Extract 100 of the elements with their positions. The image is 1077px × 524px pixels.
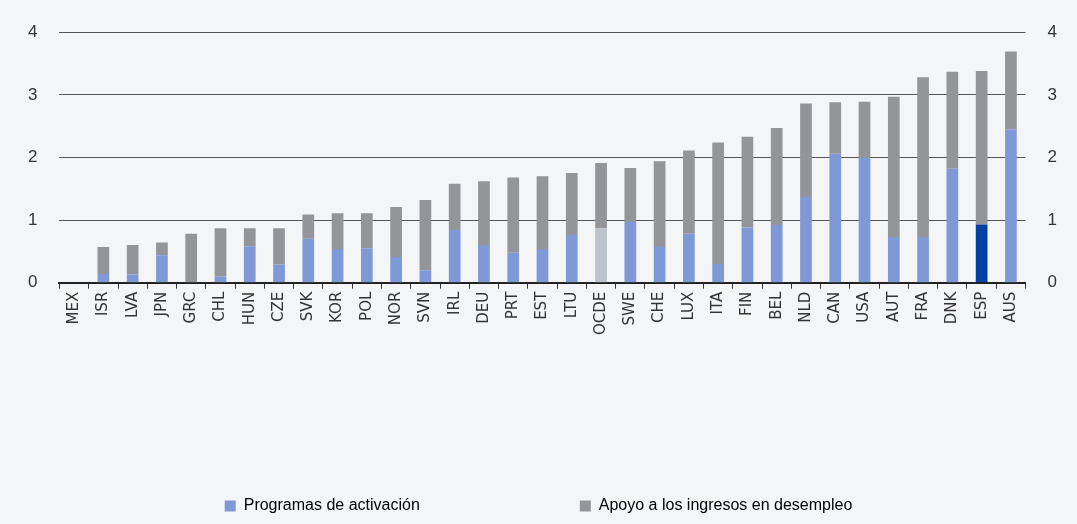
bar: [97, 273, 110, 283]
x-tick-label: POL: [356, 291, 375, 321]
y-tick-label: 0: [27, 272, 38, 292]
bar: [390, 257, 402, 283]
bar: [829, 102, 842, 154]
bar: [214, 276, 227, 283]
bar: [126, 245, 139, 275]
legend-label: Programas de activación: [243, 496, 420, 514]
bar: [97, 247, 110, 274]
x-tick-label: CAN: [825, 291, 844, 324]
x-tick-label: JPN: [151, 291, 170, 318]
x-tick-label: HUN: [239, 291, 258, 326]
bar: [360, 213, 373, 249]
y-tick-label: 1: [27, 209, 38, 229]
bar: [800, 196, 812, 283]
bar: [595, 228, 607, 283]
x-tick-label: IRL: [444, 291, 463, 315]
x-tick-label: CHE: [649, 291, 668, 323]
x-tick-label: LUX: [678, 291, 697, 321]
bar: [331, 213, 344, 249]
bar: [507, 252, 520, 283]
x-tick-label: DEU: [473, 291, 492, 324]
x-tick-label: DNK: [942, 290, 961, 325]
y-tick-label: 4: [27, 21, 38, 41]
y2-tick-label: 3: [1047, 84, 1058, 104]
bar: [800, 103, 812, 197]
bar: [1005, 129, 1017, 283]
x-tick-label: NOR: [386, 291, 405, 326]
x-tick-label: SVN: [415, 291, 434, 323]
x-tick-label: OCDE: [590, 291, 609, 335]
bar: [683, 150, 695, 234]
x-tick-label: FIN: [737, 291, 756, 316]
x-tick-label: CHL: [210, 291, 229, 322]
bar: [360, 248, 373, 283]
bar: [273, 264, 285, 283]
x-tick-label: NLD: [795, 291, 814, 323]
bar: [624, 168, 637, 222]
x-tick-label: MEX: [63, 291, 82, 325]
y-tick-label: 2: [27, 147, 38, 167]
bar: [770, 128, 783, 226]
y2-tick-label: 0: [1047, 272, 1058, 292]
bar: [887, 96, 900, 237]
bar: [243, 228, 256, 247]
bar: [156, 255, 168, 283]
bar: [419, 270, 432, 283]
bar: [565, 235, 578, 283]
x-tick-label: LTU: [561, 291, 580, 319]
x-tick-label: SVK: [298, 290, 317, 322]
bar: [712, 263, 725, 283]
bar: [946, 168, 959, 283]
bar: [273, 228, 285, 265]
x-tick-label: FRA: [912, 290, 931, 321]
bar: [741, 136, 754, 228]
x-tick-label: PRT: [503, 290, 522, 320]
bar: [917, 236, 929, 283]
bar: [448, 183, 461, 231]
x-tick-label: AUS: [1000, 291, 1019, 323]
x-tick-label: EST: [532, 290, 551, 320]
x-tick-label: ISR: [93, 291, 112, 317]
bar: [185, 233, 198, 283]
y2-tick-label: 2: [1047, 147, 1058, 167]
x-tick-label: CZE: [268, 291, 287, 322]
bar: [741, 227, 754, 283]
bar: [565, 173, 578, 236]
bar: [887, 236, 900, 283]
bar: [448, 230, 461, 283]
bar: [302, 238, 315, 283]
bar: [302, 214, 315, 239]
bar: [478, 181, 490, 246]
bar: [243, 246, 256, 283]
bar: [917, 77, 929, 237]
bar: [478, 245, 490, 283]
x-tick-label: BEL: [766, 291, 785, 320]
bar: [653, 247, 666, 283]
bar: [536, 176, 549, 249]
bar: [507, 177, 520, 253]
y2-tick-label: 1: [1047, 209, 1058, 229]
bar: [653, 161, 666, 247]
x-tick-label: AUT: [883, 290, 902, 323]
legend-label: Apoyo a los ingresos en desempleo: [598, 496, 853, 514]
x-tick-label: ITA: [708, 290, 727, 315]
bar: [683, 233, 695, 283]
bar: [975, 224, 988, 283]
x-tick-label: LVA: [122, 290, 141, 318]
bar: [975, 71, 988, 225]
bar: [331, 248, 344, 283]
bar: [624, 221, 637, 283]
bar: [770, 225, 783, 283]
bar: [595, 163, 607, 229]
y2-tick-label: 4: [1047, 21, 1058, 41]
bar: [156, 242, 168, 256]
x-tick-label: ESP: [971, 291, 990, 320]
bar: [536, 248, 549, 283]
bar: [858, 101, 871, 159]
bar: [712, 142, 725, 264]
y-tick-label: 3: [27, 84, 38, 104]
bar: [946, 71, 959, 169]
x-tick-label: GRC: [181, 291, 200, 324]
bar: [214, 228, 227, 277]
bar: [858, 158, 871, 283]
